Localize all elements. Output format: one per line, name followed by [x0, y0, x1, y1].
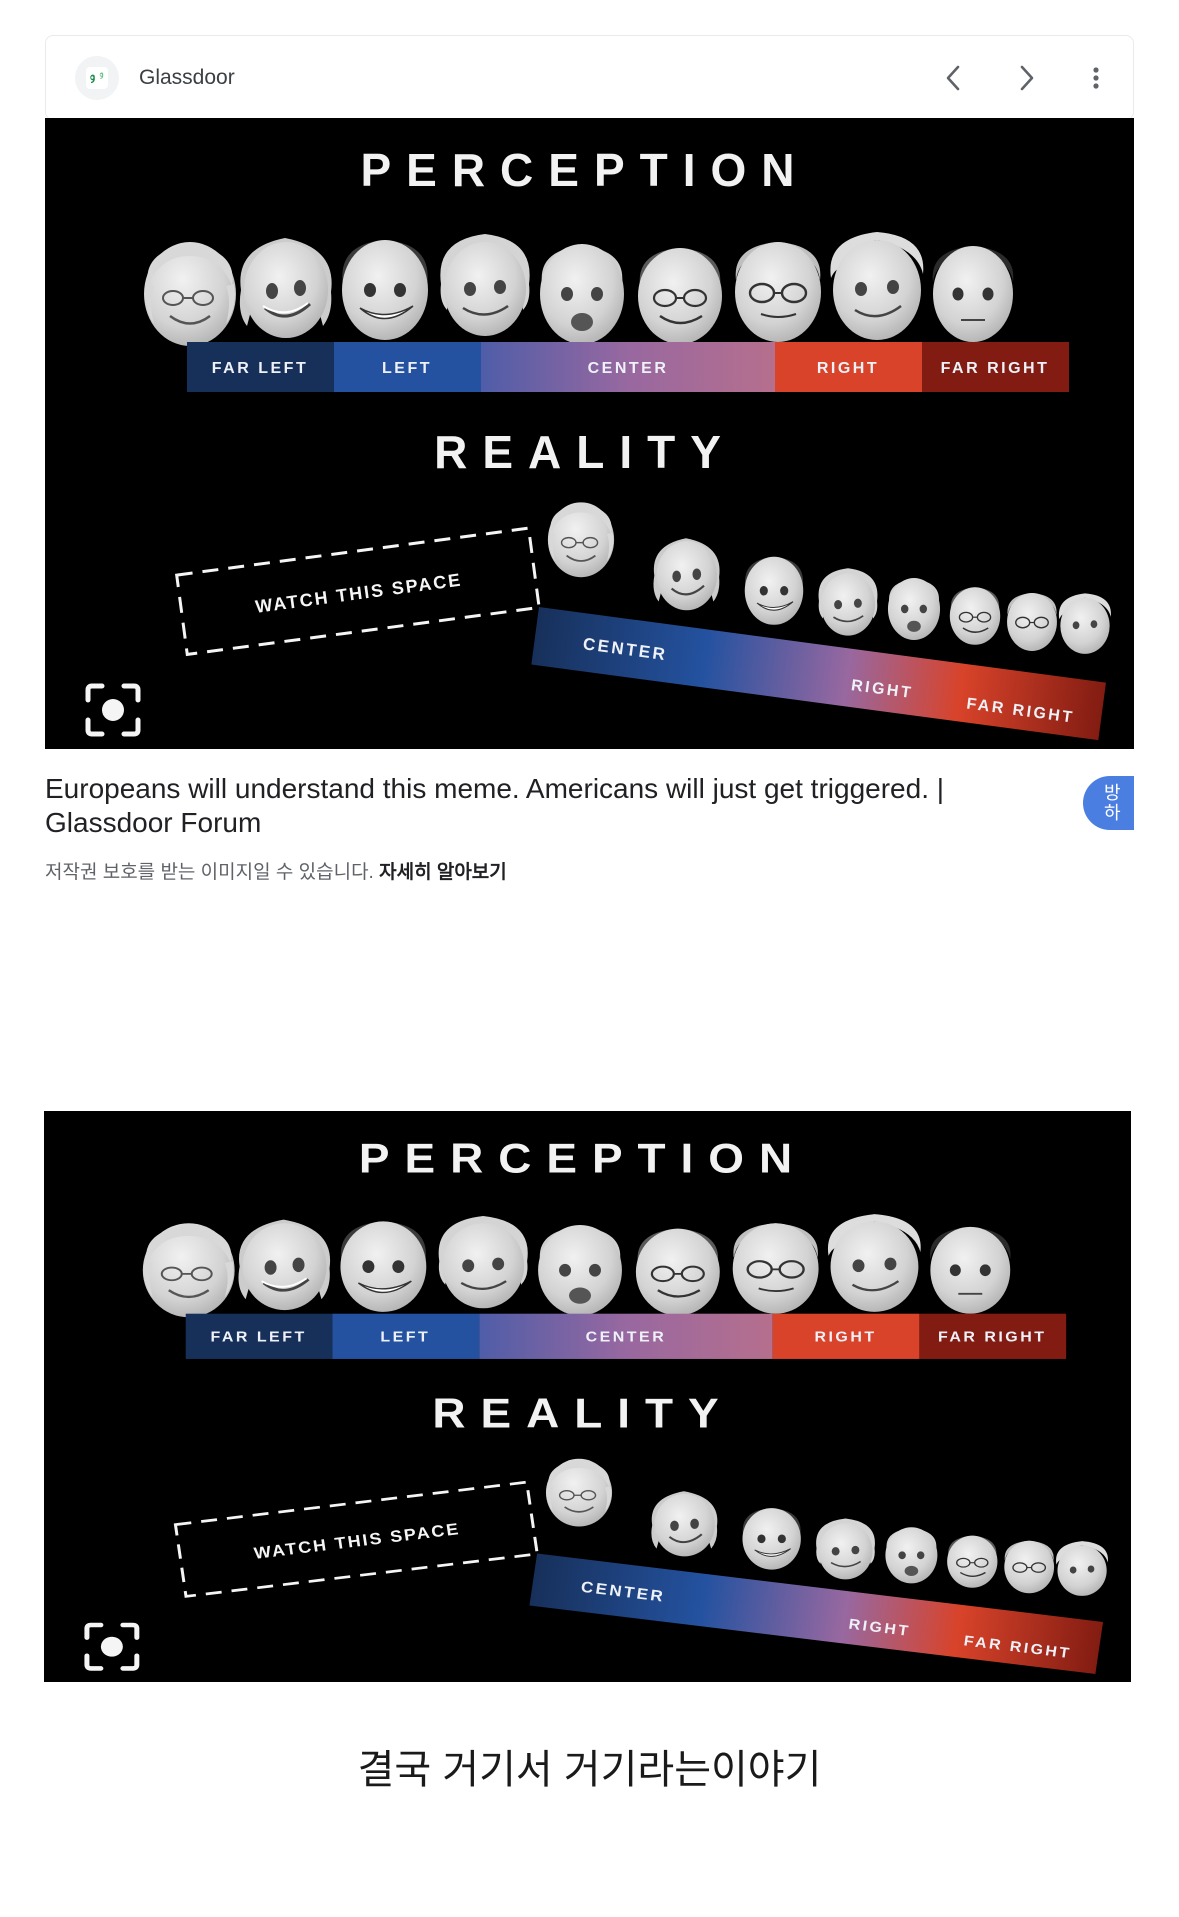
svg-text:FAR LEFT: FAR LEFT — [212, 360, 308, 377]
svg-text:LEFT: LEFT — [380, 1329, 430, 1345]
svg-text:FAR RIGHT: FAR RIGHT — [941, 360, 1050, 377]
svg-text:REALITY: REALITY — [434, 426, 736, 478]
svg-text:RIGHT: RIGHT — [817, 360, 879, 377]
svg-text:PERCEPTION: PERCEPTION — [359, 1135, 807, 1182]
svg-text:FAR RIGHT: FAR RIGHT — [938, 1329, 1046, 1345]
svg-text:PERCEPTION: PERCEPTION — [360, 144, 809, 196]
svg-text:RIGHT: RIGHT — [814, 1329, 876, 1345]
svg-text:CENTER: CENTER — [586, 1329, 667, 1345]
svg-text:FAR LEFT: FAR LEFT — [210, 1329, 306, 1345]
svg-text:REALITY: REALITY — [432, 1391, 733, 1438]
svg-text:LEFT: LEFT — [382, 360, 432, 377]
svg-text:CENTER: CENTER — [588, 360, 669, 377]
